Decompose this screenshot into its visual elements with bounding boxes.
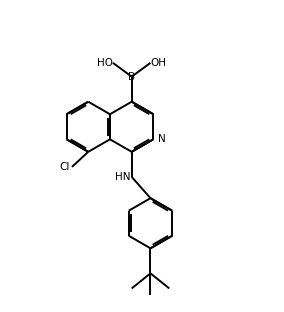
Text: N: N	[158, 134, 166, 144]
Text: B: B	[128, 72, 135, 82]
Text: HO: HO	[97, 58, 113, 68]
Text: HN: HN	[115, 172, 130, 182]
Text: Cl: Cl	[59, 162, 70, 172]
Text: OH: OH	[151, 58, 166, 68]
